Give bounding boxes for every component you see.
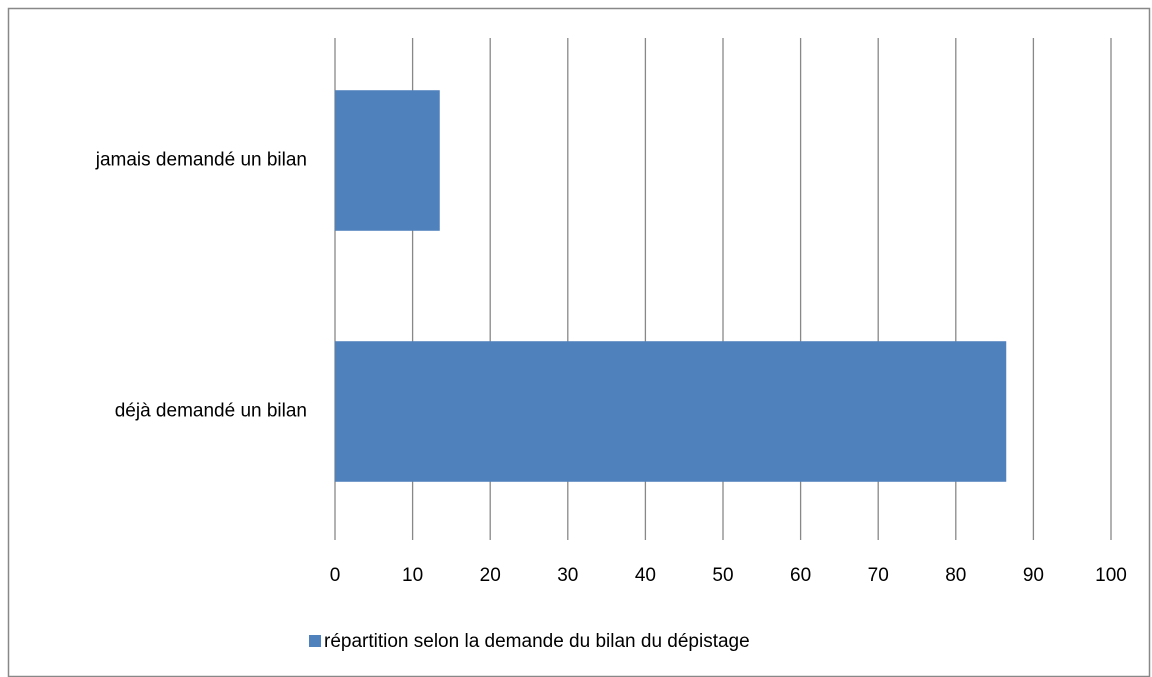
- x-tick-label: 20: [480, 565, 501, 586]
- legend-swatch: [309, 635, 321, 647]
- x-tick-label: 60: [790, 565, 811, 586]
- x-tick-label: 30: [557, 565, 578, 586]
- x-tick-label: 0: [330, 565, 341, 586]
- x-tick-label: 50: [712, 565, 733, 586]
- x-tick-label: 10: [402, 565, 423, 586]
- y-tick-label: jamais demandé un bilan: [95, 150, 307, 171]
- x-tick-label: 70: [868, 565, 889, 586]
- legend-label: répartition selon la demande du bilan du…: [324, 631, 750, 652]
- x-tick-label: 90: [1023, 565, 1044, 586]
- x-tick-label: 40: [635, 565, 656, 586]
- x-tick-label: 100: [1095, 565, 1127, 586]
- y-tick-label: déjà demandé un bilan: [115, 401, 307, 422]
- bar: [335, 341, 1007, 482]
- x-tick-label: 80: [945, 565, 966, 586]
- bar: [335, 90, 440, 231]
